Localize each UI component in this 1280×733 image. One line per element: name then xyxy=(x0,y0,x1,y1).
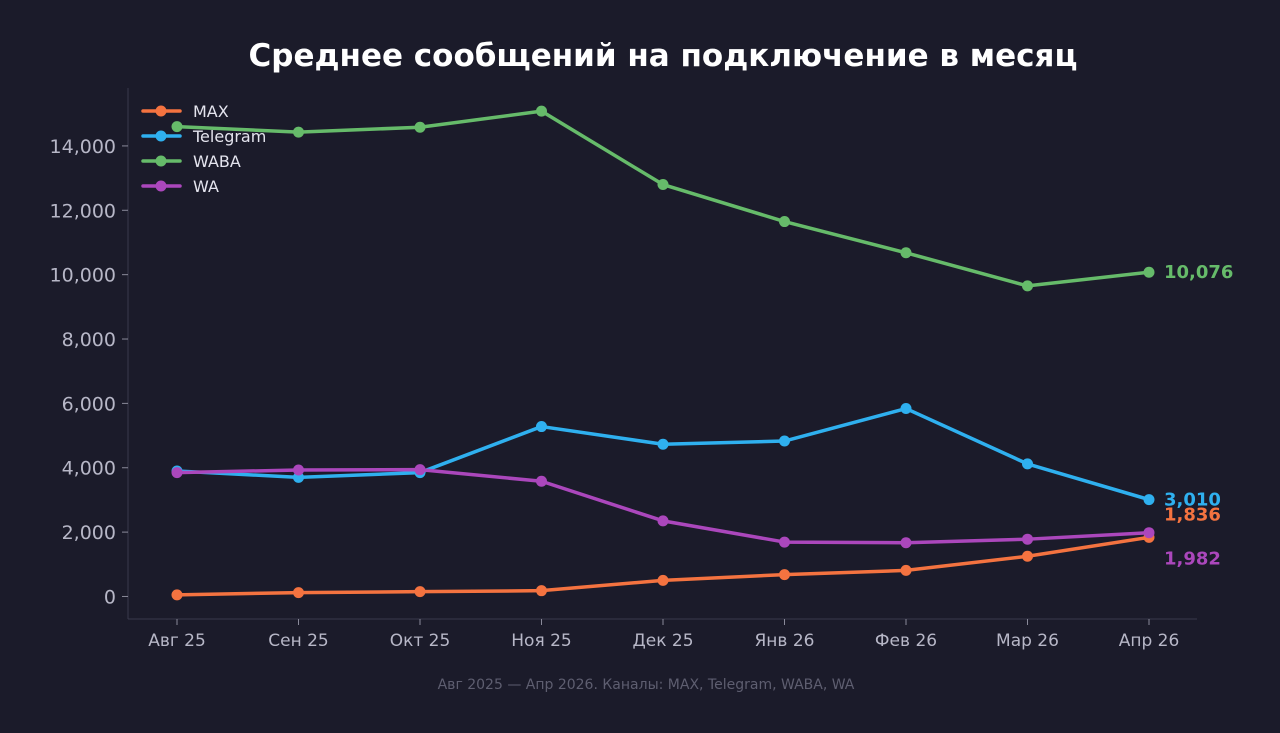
data-point xyxy=(779,435,790,447)
data-point xyxy=(900,537,912,549)
y-tick-label: 10,000 xyxy=(50,265,116,287)
series-telegram xyxy=(171,403,1155,506)
legend-label: MAX xyxy=(193,102,229,121)
y-tick-label: 8,000 xyxy=(62,329,116,351)
end-label-max: 1,836 xyxy=(1164,504,1221,525)
data-point xyxy=(900,403,912,415)
legend-marker xyxy=(155,155,167,167)
data-point xyxy=(900,247,912,259)
data-point xyxy=(657,179,669,191)
data-point xyxy=(414,121,426,133)
y-tick-label: 14,000 xyxy=(50,136,116,158)
data-point xyxy=(536,105,547,117)
series-line xyxy=(175,535,1151,597)
legend-label: Telegram xyxy=(192,127,266,146)
legend-item-telegram: Telegram xyxy=(141,127,266,146)
data-point xyxy=(171,589,183,601)
data-point xyxy=(536,421,547,433)
end-label-telegram: 3,010 xyxy=(1164,490,1221,511)
chart-footnote: Авг 2025 — Апр 2026. Каналы: MAX, Telegr… xyxy=(438,677,855,693)
data-point xyxy=(293,587,304,599)
series-line xyxy=(175,406,1151,502)
data-point xyxy=(657,574,669,586)
data-point xyxy=(1022,550,1033,562)
x-tick-label: Сен 25 xyxy=(268,631,328,651)
legend-marker xyxy=(155,180,167,192)
x-tick-label: Фев 26 xyxy=(875,631,937,651)
y-tick-label: 0 xyxy=(104,586,116,608)
data-point xyxy=(171,467,183,479)
data-point xyxy=(414,586,426,598)
legend-marker xyxy=(155,130,167,142)
data-point xyxy=(779,216,790,228)
data-point xyxy=(779,569,790,581)
legend-item-wa: WA xyxy=(141,177,219,196)
data-point xyxy=(414,464,426,476)
data-point xyxy=(1143,527,1155,539)
data-point xyxy=(1143,494,1155,506)
series-line xyxy=(175,109,1151,288)
series-max xyxy=(171,531,1155,601)
data-point xyxy=(536,475,547,487)
data-point xyxy=(1022,458,1033,470)
x-tick-label: Ноя 25 xyxy=(511,631,571,651)
data-point xyxy=(1022,533,1033,545)
legend-label: WA xyxy=(193,177,219,196)
series-layer xyxy=(171,105,1155,601)
y-tick-label: 2,000 xyxy=(62,522,116,544)
y-tick-label: 12,000 xyxy=(50,200,116,222)
end-label-waba: 10,076 xyxy=(1164,262,1233,283)
data-point xyxy=(657,515,669,527)
chart-title: Среднее сообщений на подключение в месяц xyxy=(249,38,1078,74)
data-point xyxy=(1022,280,1033,292)
data-point xyxy=(536,585,547,597)
x-tick-label: Янв 26 xyxy=(755,631,815,651)
data-point xyxy=(1143,266,1155,278)
data-point xyxy=(657,438,669,450)
series-wa xyxy=(171,464,1155,549)
legend-item-max: MAX xyxy=(141,102,229,121)
series-waba xyxy=(171,105,1155,292)
y-tick-label: 4,000 xyxy=(62,458,116,480)
legend-item-waba: WABA xyxy=(141,152,241,171)
data-point xyxy=(293,126,304,138)
data-point xyxy=(293,464,304,476)
y-tick-label: 6,000 xyxy=(62,393,116,415)
end-label-wa: 1,982 xyxy=(1164,549,1221,570)
x-tick-label: Мар 26 xyxy=(996,631,1059,651)
legend: MAX Telegram WABA WA xyxy=(141,102,266,196)
data-point xyxy=(900,564,912,576)
x-tick-label: Авг 25 xyxy=(148,631,206,651)
x-tick-label: Апр 26 xyxy=(1119,631,1180,651)
legend-marker xyxy=(155,105,167,117)
data-point xyxy=(779,536,790,548)
data-point xyxy=(171,121,183,133)
axes: 0 2,000 4,000 6,000 8,000 10,000 12,000 14,000 А… xyxy=(50,88,1197,651)
x-tick-label: Окт 25 xyxy=(390,631,451,651)
series-line xyxy=(175,467,1151,545)
x-tick-label: Дек 25 xyxy=(632,631,693,651)
legend-label: WABA xyxy=(193,152,241,171)
